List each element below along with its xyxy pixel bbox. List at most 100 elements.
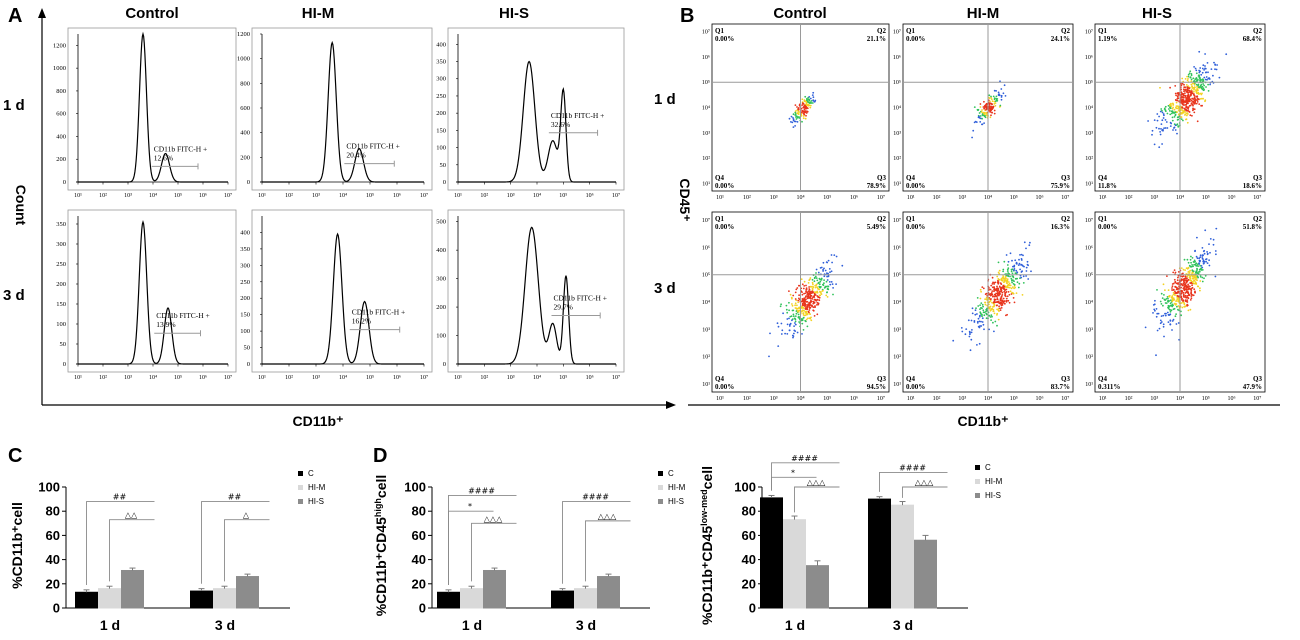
scatter-event xyxy=(793,317,796,320)
scatter-event xyxy=(806,325,809,328)
scatter-event xyxy=(998,305,1000,308)
scatter-event xyxy=(1175,106,1177,109)
bar-y-tick-label: 60 xyxy=(742,528,756,543)
histogram-y-tick-label: 200 xyxy=(436,304,446,311)
scatter-event xyxy=(802,312,805,314)
scatter-event xyxy=(999,104,1002,107)
scatter-event xyxy=(1173,269,1176,271)
scatter-event xyxy=(1188,96,1191,99)
scatter-event xyxy=(1007,281,1010,283)
scatter-event xyxy=(804,104,806,107)
scatter-event xyxy=(1186,299,1189,301)
histogram-x-tick-label: 10³ xyxy=(124,193,132,199)
scatter-event xyxy=(1200,93,1203,96)
scatter-event xyxy=(812,99,815,102)
scatter-event xyxy=(802,299,805,301)
scatter-event xyxy=(1162,129,1164,132)
scatter-event xyxy=(990,98,993,101)
legend-swatch-c xyxy=(658,471,663,476)
scatter-event xyxy=(1198,257,1201,260)
scatter-event xyxy=(1207,71,1209,74)
scatter-event xyxy=(1199,98,1202,100)
scatter-event xyxy=(1184,109,1187,111)
scatter-event xyxy=(1190,261,1192,264)
scatter-event xyxy=(786,318,789,320)
scatter-event xyxy=(984,303,987,306)
scatter-event xyxy=(1175,313,1177,315)
scatter-event xyxy=(1190,99,1193,102)
scatter-event xyxy=(826,288,829,290)
histogram-x-tick-label: 10¹ xyxy=(454,375,462,381)
scatter-event xyxy=(1169,106,1171,109)
histogram-y-tick-label: 250 xyxy=(56,261,66,268)
scatter-event xyxy=(1196,99,1198,102)
scatter-event xyxy=(1215,68,1218,71)
scatter-event xyxy=(1200,265,1203,267)
scatter-event xyxy=(1172,288,1175,291)
scatter-event xyxy=(1187,78,1189,80)
scatter-y-tick-label: 10⁴ xyxy=(893,106,901,112)
scatter-event xyxy=(816,313,819,316)
scatter-x-tick-label: 10² xyxy=(743,195,751,201)
bar-y-tick-label: 0 xyxy=(53,601,60,616)
scatter-event xyxy=(817,271,820,274)
scatter-q2-value: 5.49% xyxy=(867,223,886,231)
scatter-event xyxy=(1198,75,1201,78)
scatter-event xyxy=(820,266,823,269)
scatter-event xyxy=(1174,281,1177,284)
scatter-event xyxy=(1186,94,1189,97)
cd45-axis-label: CD45⁺ xyxy=(677,178,693,221)
scatter-event xyxy=(1161,119,1164,122)
scatter-event xyxy=(993,330,995,333)
scatter-2-2: 10¹ 10¹ 10² 10² 10³ 10³ 10⁴ 10⁴ 10⁵ 10⁵ 10⁶ 10⁶ 10⁷ 1… xyxy=(893,211,1074,402)
scatter-event xyxy=(822,284,825,287)
scatter-event xyxy=(1193,102,1195,105)
scatter-event xyxy=(1184,114,1186,116)
scatter-q3-value: 94.5% xyxy=(867,383,886,391)
scatter-event xyxy=(1186,75,1188,78)
scatter-event xyxy=(804,319,807,322)
scatter-event xyxy=(1193,83,1196,86)
significance-marker: △ xyxy=(243,511,250,520)
scatter-event xyxy=(979,297,982,300)
scatter-event xyxy=(827,285,829,288)
scatter-event xyxy=(1016,281,1019,284)
scatter-q3-label: Q3 xyxy=(1061,174,1070,182)
bar-y-axis-label: %CD11b⁺cell xyxy=(9,502,25,589)
scatter-event xyxy=(1167,321,1170,323)
scatter-event xyxy=(814,293,816,296)
scatter-event xyxy=(1006,280,1008,283)
scatter-event xyxy=(797,107,800,109)
scatter-x-tick-label: 10⁷ xyxy=(1253,396,1261,402)
scatter-event xyxy=(805,288,808,291)
scatter-event xyxy=(981,317,984,320)
scatter-event xyxy=(1199,280,1202,282)
bar-hi-s xyxy=(236,576,259,609)
histogram-x-tick-label: 10⁵ xyxy=(366,375,374,381)
scatter-event xyxy=(1155,315,1158,318)
legend-swatch-c xyxy=(298,471,303,476)
scatter-event xyxy=(1029,241,1031,244)
scatter-x-tick-label: 10¹ xyxy=(1099,396,1107,402)
scatter-event xyxy=(1177,271,1180,273)
scatter-event xyxy=(1186,114,1188,117)
scatter-event xyxy=(1021,264,1024,267)
scatter-q3-value: 47.9% xyxy=(1243,383,1262,391)
scatter-event xyxy=(1018,258,1020,261)
histogram-y-tick-label: 50 xyxy=(60,341,67,348)
scatter-event xyxy=(1180,91,1183,94)
scatter-event xyxy=(1187,267,1190,269)
scatter-x-tick-label: 10⁵ xyxy=(823,396,831,402)
scatter-event xyxy=(988,107,990,110)
scatter-y-tick-label: 10⁴ xyxy=(893,300,901,306)
cd11b-axis-label-b: CD11b⁺ xyxy=(958,413,1009,429)
scatter-event xyxy=(1204,65,1206,67)
scatter-event xyxy=(804,117,807,120)
histogram-x-tick-label: 10⁴ xyxy=(339,193,347,199)
scatter-y-tick-label: 10⁷ xyxy=(893,218,901,224)
scatter-event xyxy=(1025,270,1028,272)
scatter-event xyxy=(1181,95,1183,98)
scatter-event xyxy=(1156,289,1158,291)
scatter-event xyxy=(1164,127,1167,129)
scatter-y-tick-label: 10² xyxy=(702,355,710,361)
